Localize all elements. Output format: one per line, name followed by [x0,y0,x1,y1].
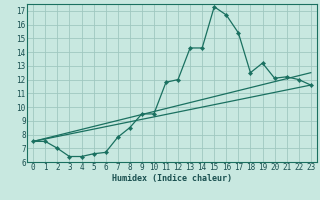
X-axis label: Humidex (Indice chaleur): Humidex (Indice chaleur) [112,174,232,183]
